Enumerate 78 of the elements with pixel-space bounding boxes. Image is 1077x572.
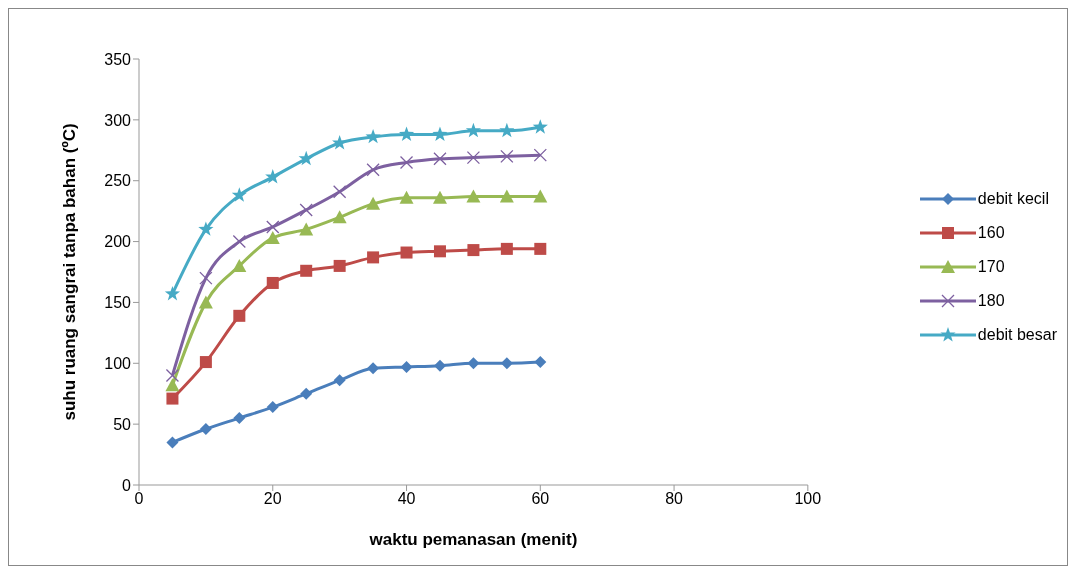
- x-axis-title: waktu pemanasan (menit): [368, 530, 578, 549]
- point: [367, 251, 380, 264]
- point: [433, 245, 446, 258]
- point: [400, 360, 413, 373]
- y-tick-label: 200: [104, 233, 132, 251]
- point: [199, 356, 212, 369]
- point: [198, 221, 214, 236]
- x-tick-label: 40: [397, 490, 416, 508]
- x-tick-label: 80: [665, 490, 684, 508]
- point: [299, 203, 313, 217]
- legend-label: 160: [977, 224, 1005, 242]
- legend-label: 170: [977, 258, 1005, 276]
- legend-label: 180: [977, 292, 1005, 310]
- point: [265, 169, 281, 184]
- y-tick-label: 350: [104, 50, 132, 68]
- y-tick-label: 0: [122, 476, 132, 494]
- y-tick-label: 150: [104, 294, 132, 312]
- point: [432, 190, 447, 204]
- point: [166, 436, 179, 449]
- point: [532, 119, 548, 134]
- point: [298, 150, 314, 166]
- point: [534, 242, 547, 255]
- point: [399, 190, 414, 204]
- point: [333, 259, 346, 272]
- point: [500, 149, 514, 164]
- point: [366, 196, 381, 210]
- point: [198, 295, 213, 309]
- x-tick-label: 60: [531, 490, 550, 508]
- point: [500, 242, 513, 255]
- x-tick-label: 20: [263, 490, 282, 508]
- point: [164, 285, 181, 301]
- point: [366, 163, 380, 177]
- point: [399, 155, 414, 170]
- point: [534, 356, 547, 369]
- point: [365, 128, 381, 144]
- x-tick-label: 100: [794, 490, 822, 508]
- point: [533, 189, 548, 203]
- legend-label: debit kecil: [977, 190, 1049, 208]
- point: [333, 185, 347, 199]
- point: [400, 246, 413, 259]
- point: [466, 150, 481, 165]
- point: [499, 189, 514, 203]
- point: [300, 387, 313, 400]
- point: [433, 152, 447, 166]
- point: [266, 220, 280, 234]
- point: [233, 309, 246, 322]
- y-tick-label: 250: [104, 172, 132, 190]
- point: [265, 230, 280, 244]
- point: [199, 423, 212, 436]
- point: [499, 122, 515, 138]
- point: [367, 362, 380, 375]
- point: [467, 357, 480, 370]
- point: [465, 122, 482, 138]
- point: [266, 276, 279, 289]
- point: [332, 210, 347, 224]
- point: [333, 374, 346, 387]
- point: [467, 244, 480, 257]
- point: [533, 148, 547, 162]
- point: [299, 222, 314, 236]
- point: [165, 368, 180, 383]
- legend-label: debit besar: [977, 326, 1057, 344]
- y-axis-title: suhu ruang sangrai tanpa bahan (ºC): [60, 123, 80, 421]
- point: [199, 271, 213, 285]
- point: [266, 401, 279, 414]
- point: [165, 378, 180, 392]
- point: [166, 392, 179, 405]
- point: [300, 264, 313, 277]
- point: [466, 189, 481, 203]
- point: [232, 234, 246, 249]
- y-tick-label: 300: [104, 111, 132, 129]
- point: [231, 187, 247, 202]
- point: [432, 126, 448, 141]
- y-tick-label: 100: [104, 354, 132, 372]
- point: [233, 412, 246, 425]
- point: [398, 126, 415, 141]
- point: [232, 258, 247, 272]
- x-tick-label: 0: [134, 490, 144, 508]
- y-tick-label: 50: [113, 415, 132, 433]
